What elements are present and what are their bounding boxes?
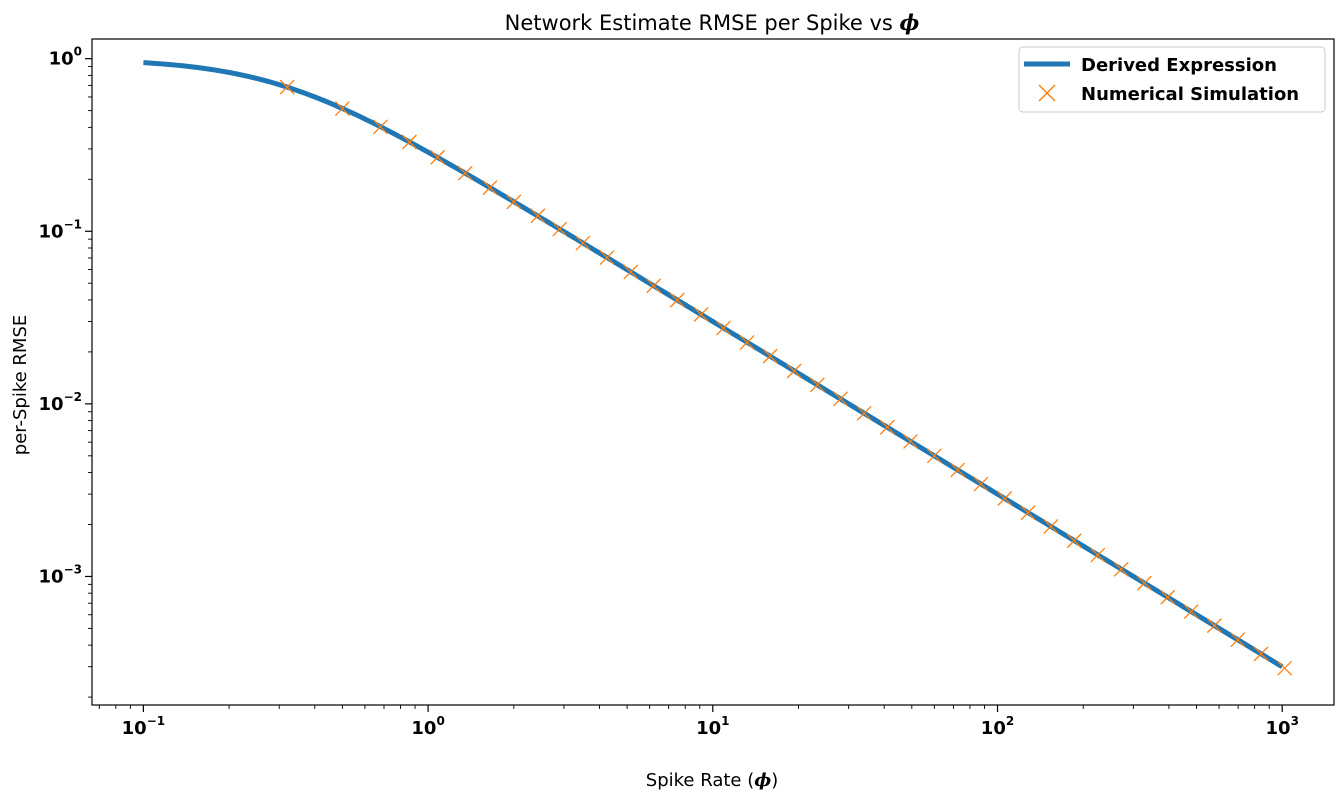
legend: Derived Expression Numerical Simulation: [1018, 46, 1326, 113]
simulation-point: [1113, 561, 1129, 577]
y-axis: 100 10−1 10−2 10−3: [39, 45, 92, 698]
simulation-point: [669, 292, 685, 308]
simulation-point: [1090, 547, 1106, 563]
simulation-point: [926, 448, 942, 464]
legend-derived-label: Derived Expression: [1081, 55, 1277, 76]
simulation-point: [833, 391, 849, 407]
x-axis: 10−1 100 101 102 103: [98, 705, 1299, 739]
simulation-point: [279, 79, 295, 95]
simulation-point: [739, 334, 755, 350]
chart-title: Network Estimate RMSE per Spike vs ϕ: [505, 10, 920, 35]
x-tick-label: 103: [1266, 714, 1299, 739]
simulation-point: [693, 306, 709, 322]
title-phi-symbol: ϕ: [900, 10, 920, 35]
y-axis-label: per-Spike RMSE: [10, 315, 31, 456]
x-axis-label: Spike Rate (ϕ): [646, 770, 778, 791]
x-axis-label-suffix: ): [771, 770, 778, 791]
x-tick-label: 102: [981, 714, 1014, 739]
simulation-point: [1136, 575, 1152, 591]
simulation-point: [1206, 618, 1222, 634]
simulation-point: [1230, 632, 1246, 648]
simulation-point: [530, 208, 546, 224]
legend-simulation-swatch: [1038, 84, 1056, 102]
simulation-point: [552, 221, 568, 237]
simulation-point: [879, 419, 895, 435]
y-tick-label: 10−1: [39, 217, 82, 242]
simulation-point: [1020, 505, 1036, 521]
simulation-point: [575, 235, 591, 251]
simulation-point: [372, 119, 388, 135]
x-tick-label: 101: [696, 714, 729, 739]
simulation-point: [401, 134, 417, 150]
simulation-point: [457, 165, 473, 181]
simulation-point: [1160, 589, 1176, 605]
simulation-point: [903, 433, 919, 449]
simulation-point: [786, 363, 802, 379]
plot-frame: [91, 38, 1335, 706]
y-tick-label: 100: [49, 45, 82, 70]
simulation-point: [1253, 646, 1269, 662]
y-tick-label: 10−3: [39, 562, 82, 587]
legend-frame: [1018, 46, 1326, 113]
x-tick-label: 100: [411, 714, 444, 739]
x-axis-label-text: Spike Rate (: [646, 770, 754, 791]
simulation-point: [623, 264, 639, 280]
simulation-point: [950, 462, 966, 478]
y-tick-label: 10−2: [39, 390, 82, 415]
simulation-point: [599, 250, 615, 266]
title-text: Network Estimate RMSE per Spike vs: [505, 11, 893, 35]
simulation-point: [809, 377, 825, 393]
legend-simulation-label: Numerical Simulation: [1081, 84, 1299, 105]
simulation-point: [1277, 660, 1293, 676]
simulation-point: [646, 278, 662, 294]
x-axis-label-phi: ϕ: [754, 770, 771, 791]
derived-expression-line: [143, 60, 1284, 669]
simulation-point: [715, 320, 731, 336]
simulation-point: [1183, 604, 1199, 620]
simulation-point: [856, 405, 872, 421]
simulation-point: [762, 348, 778, 364]
simulation-point: [430, 149, 446, 165]
simulation-point: [1043, 518, 1059, 534]
simulation-point: [973, 476, 989, 492]
simulation-point: [334, 101, 350, 117]
simulation-point: [506, 194, 522, 210]
simulation-point: [997, 491, 1013, 506]
x-tick-label: 10−1: [122, 714, 165, 739]
simulation-point: [1066, 533, 1082, 549]
simulation-point: [482, 180, 498, 196]
series-layer: [143, 60, 1293, 676]
